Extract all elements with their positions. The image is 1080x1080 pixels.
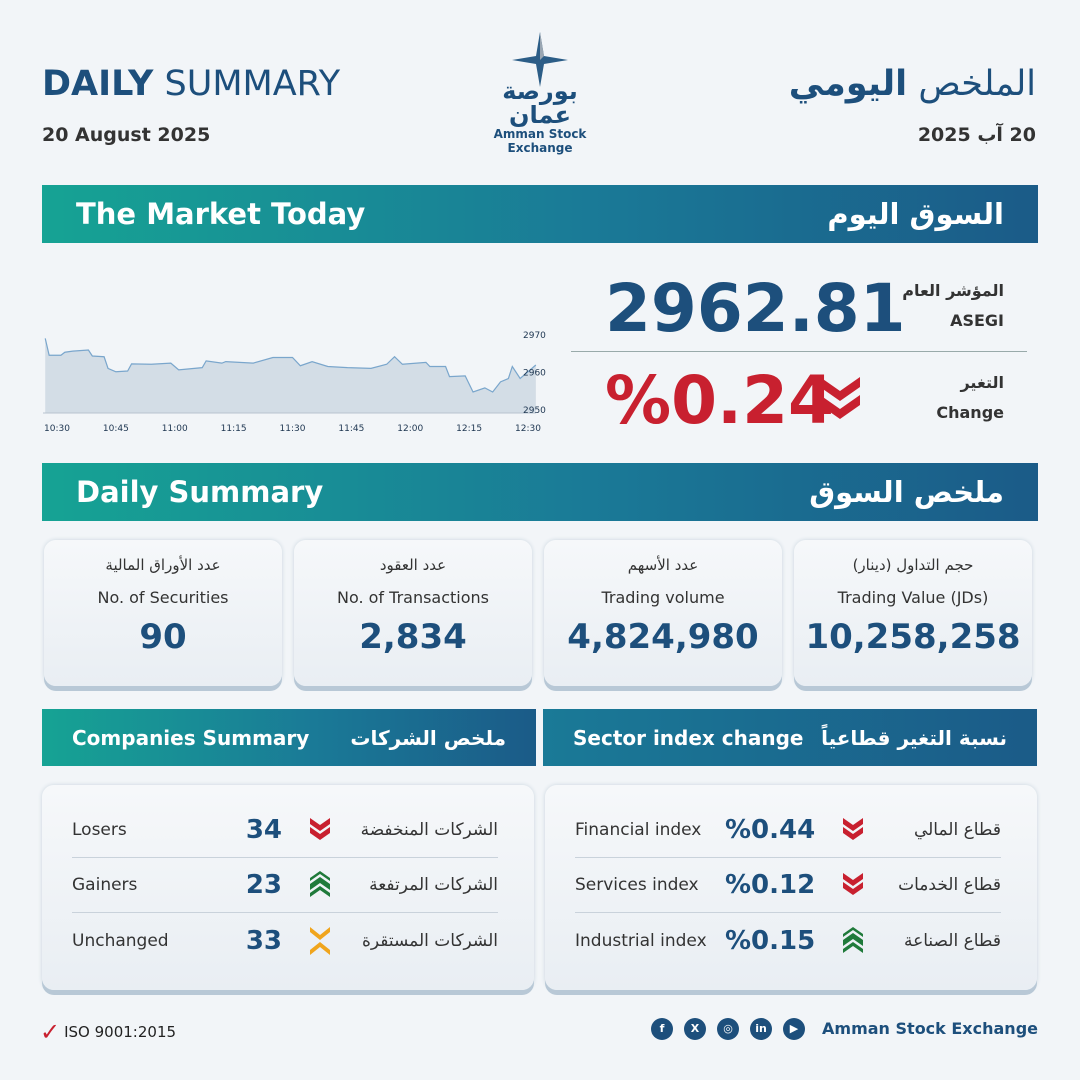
index-chart: 10:30 10:45 11:00 11:15 11:30 11:45 12:00 12:15…: [43, 331, 546, 434]
chevron-double-down-icon: [843, 818, 863, 840]
stat-label-en: Trading volume: [601, 588, 725, 607]
row-label-ar: قطاع المالي: [913, 820, 1001, 840]
change-label: التغير Change: [936, 373, 1004, 422]
row-value: %0.44: [725, 815, 816, 845]
stat-label-en: Trading Value (JDs): [837, 588, 989, 607]
y-tick-label: 2970: [523, 331, 546, 341]
x-tick-label: 11:15: [221, 424, 247, 434]
stat-value: 2,834: [359, 617, 467, 657]
sectors-card: Financial index %0.44 قطاع المالي Services …: [545, 785, 1037, 990]
page-title: DAILY SUMMARY: [42, 64, 341, 104]
chevron-double-up-icon: [310, 871, 330, 897]
row-label-en: Losers: [72, 820, 127, 840]
companies-card: Losers 34 الشركات المنخفضة Gainers 23 الشركات…: [42, 785, 534, 990]
x-tick-label: 10:30: [44, 424, 70, 434]
stat-label-en: No. of Securities: [97, 588, 229, 607]
chevron-double-up-icon: [843, 926, 863, 953]
stat-value: 90: [139, 617, 187, 657]
chevron-double-down-icon: [820, 377, 860, 419]
stat-label-en: No. of Transactions: [336, 588, 490, 607]
x-tick-label: 12:30: [515, 424, 541, 434]
index-label: المؤشر العام ASEGI: [902, 281, 1004, 330]
youtube-icon[interactable]: ▶: [783, 1017, 806, 1040]
y-tick-label: 2950: [523, 406, 546, 416]
stat-card: عدد الأوراق المالية No. of Securities 90: [44, 540, 282, 686]
check-icon: ✓: [40, 1018, 61, 1046]
row-value: 23: [245, 870, 282, 900]
stat-card: عدد العقود No. of Transactions 2,834: [294, 540, 532, 686]
row-value: %0.15: [725, 925, 816, 956]
stat-value: 10,258,258: [805, 617, 1021, 657]
date-ar: 20 آب 2025: [917, 124, 1036, 146]
row-label-en: Gainers: [72, 875, 138, 895]
chart-area: [45, 338, 536, 413]
stat-label-ar: حجم التداول (دينار): [852, 556, 974, 574]
stat-label-ar: عدد الأسهم: [627, 556, 699, 574]
row-label-en: Industrial index: [575, 930, 707, 951]
row-label-en: Financial index: [575, 820, 702, 840]
facebook-icon[interactable]: f: [651, 1017, 674, 1040]
index-value: 2962.81: [605, 270, 906, 347]
chevron-converge-icon: [310, 926, 330, 955]
row-label-ar: قطاع الخدمات: [898, 875, 1001, 895]
chart-line: [44, 338, 537, 393]
x-tick-label: 11:45: [338, 424, 364, 434]
list-item: Services index %0.12 قطاع الخدمات: [575, 858, 1001, 913]
x-icon[interactable]: X: [684, 1017, 707, 1040]
ase-logo: بورصة عمان Amman Stock Exchange: [470, 32, 610, 155]
row-label-ar: الشركات المستقرة: [361, 930, 498, 951]
row-label-en: Unchanged: [72, 930, 169, 951]
list-item: Unchanged 33 الشركات المستقرة: [72, 913, 498, 968]
date-en: 20 August 2025: [42, 124, 211, 146]
change-value: %0.24: [605, 362, 834, 439]
y-tick-label: 2960: [523, 369, 546, 379]
footer-social: f X ◎ in ▶ Amman Stock Exchange: [651, 1017, 1038, 1040]
row-label-ar: الشركات المنخفضة: [360, 820, 498, 840]
x-tick-label: 11:30: [280, 424, 306, 434]
row-value: 34: [245, 815, 282, 845]
row-label-en: Services index: [575, 875, 699, 895]
x-tick-label: 12:00: [397, 424, 423, 434]
linkedin-icon[interactable]: in: [750, 1017, 773, 1040]
x-tick-label: 12:15: [456, 424, 482, 434]
stat-label-ar: عدد الأوراق المالية: [105, 556, 221, 574]
market-today-band: The Market Today السوق اليوم: [42, 185, 1038, 243]
star-logo-icon: [512, 32, 568, 87]
chevron-double-down-icon: [843, 873, 863, 895]
iso-badge: ✓ ISO 9001:2015: [40, 1018, 177, 1046]
x-tick-label: 11:00: [162, 424, 188, 434]
stat-label-ar: عدد العقود: [379, 556, 447, 574]
daily-summary-band: Daily Summary ملخص السوق: [42, 463, 1038, 521]
footer-brand: Amman Stock Exchange: [822, 1018, 1038, 1038]
row-value: %0.12: [725, 870, 816, 900]
list-item: Gainers 23 الشركات المرتفعة: [72, 858, 498, 913]
list-item: Losers 34 الشركات المنخفضة: [72, 803, 498, 858]
chevron-double-down-icon: [310, 818, 330, 840]
x-tick-label: 10:45: [103, 424, 129, 434]
row-value: 33: [245, 925, 282, 956]
stat-card: عدد الأسهم Trading volume 4,824,980: [544, 540, 782, 686]
stat-card: حجم التداول (دينار) Trading Value (JDs) 10…: [794, 540, 1032, 686]
row-label-ar: قطاع الصناعة: [903, 930, 1001, 951]
divider: [571, 351, 1027, 352]
list-item: Industrial index %0.15 قطاع الصناعة: [575, 913, 1001, 968]
row-label-ar: الشركات المرتفعة: [369, 875, 498, 895]
page-title-ar: الملخص اليومي: [788, 64, 1036, 104]
stat-value: 4,824,980: [567, 617, 759, 657]
companies-band: Companies Summary ملخص الشركات: [42, 709, 536, 766]
list-item: Financial index %0.44 قطاع المالي: [575, 803, 1001, 858]
instagram-icon[interactable]: ◎: [717, 1017, 740, 1040]
sectors-band: Sector index change نسبة التغير قطاعياً: [543, 709, 1037, 766]
